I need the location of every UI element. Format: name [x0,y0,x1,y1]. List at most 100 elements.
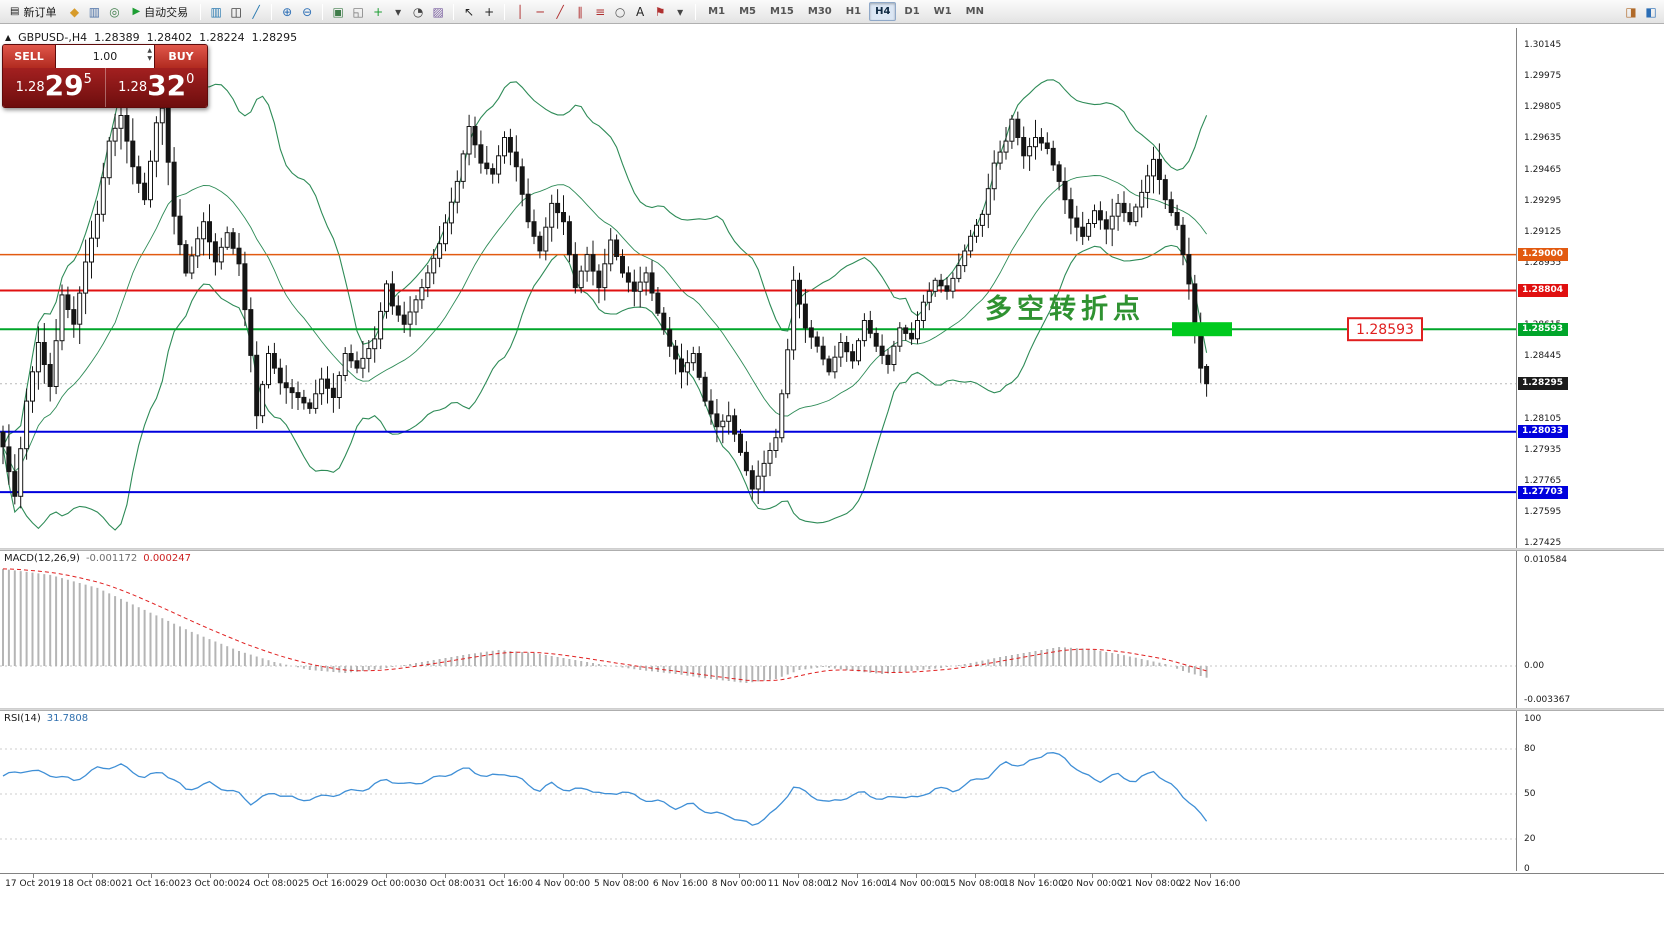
price-level-label: 1.28033 [1518,425,1568,439]
time-axis-label: 29 Oct 00:00 [356,879,416,889]
bollinger-lower-band [2,244,1208,531]
auto-scroll-icon[interactable]: ◧ [1645,4,1657,19]
rsi-axis-tick: 0 [1524,864,1530,874]
crosshair-icon[interactable]: + [484,4,495,19]
timeframe-w1-button[interactable]: W1 [933,6,952,17]
ohlc-high: 1.28402 [146,31,193,44]
data-window-icon[interactable]: ▥ [88,4,101,19]
cursor-icon[interactable]: ↖ [464,4,475,19]
rsi-panel[interactable] [0,711,1516,871]
trendline-icon[interactable]: ╱ [556,4,564,19]
indicators-icon[interactable]: + [373,4,384,19]
horizontal-line-icon[interactable]: ─ [536,4,544,19]
macd-panel[interactable] [0,551,1516,708]
time-axis-label: 31 Oct 16:00 [474,879,534,889]
symbol-info: ▲ GBPUSD-,H4 1.28389 1.28402 1.28224 1.2… [5,31,302,44]
buy-price-sup: 0 [186,72,195,87]
toolbar-separator [504,3,506,20]
time-axis-tick [209,874,211,878]
timeframe-m1-button[interactable]: M1 [708,6,726,17]
time-axis-label: 22 Nov 16:00 [1179,879,1241,889]
time-axis-label: 18 Nov 16:00 [1003,879,1064,889]
time-axis-tick [915,874,917,878]
chart-annotation[interactable]: 多空转折点 [985,293,1145,325]
toolbar-group-chart-type: ▥ ◫ ╱ [206,2,266,22]
zoom-out-icon[interactable]: ⊖ [302,4,313,19]
time-axis-tick [444,874,446,878]
macd-axis-tick: -0.003367 [1524,694,1571,705]
autotrading-play-icon: ▶ [132,6,141,17]
period-dropdown-icon[interactable]: ◔ [412,4,424,19]
price-tag[interactable]: 1.28593 [1347,317,1423,342]
navigator-icon[interactable]: ◎ [109,4,120,19]
price-axis[interactable]: 1.30145 1.29975 1.29805 1.29635 1.29465 1.292… [1516,28,1664,548]
timeframe-m15-button[interactable]: M15 [770,6,794,17]
time-axis-tick [1033,874,1035,878]
timeframe-d1-button[interactable]: D1 [904,6,920,17]
time-axis-tick [974,874,976,878]
buy-price[interactable]: 1.28 32 0 [104,68,208,107]
time-axis-tick [150,874,152,878]
chart-shift-icon[interactable]: ◨ [1625,4,1637,19]
vertical-line-icon[interactable]: │ [516,4,524,19]
price-axis-tick: 1.30145 [1524,40,1562,50]
line-chart-icon[interactable]: ╱ [252,4,260,19]
price-axis-tick: 1.27765 [1524,475,1562,486]
volume-down-icon[interactable]: ▼ [147,54,152,62]
macd-panel-divider[interactable] [0,548,1664,551]
macd-label: MACD(12,26,9) -0.001172 0.000247 [4,553,191,564]
rsi-axis-tick: 20 [1524,834,1536,844]
sell-price-prefix: 1.28 [15,80,45,95]
sell-price[interactable]: 1.28 29 5 [3,68,105,107]
macd-signal-value: 0.000247 [143,553,191,564]
price-axis-tick: 1.28445 [1524,351,1562,362]
timeframe-m30-button[interactable]: M30 [807,6,832,17]
timeframe-mn-button[interactable]: MN [965,6,984,17]
autotrading-button[interactable]: ▶ 自动交易 [125,2,195,22]
volume-input[interactable]: 1.00 ▲ ▼ [55,45,155,68]
rsi-axis: 100 80 50 20 0 [1516,711,1664,874]
arrow-label-icon[interactable]: ⚑ [654,4,666,19]
time-axis-label: 15 Nov 08:00 [944,879,1005,889]
toolbar-group-general: ◆ ▥ ◎ [64,2,124,22]
text-icon[interactable]: A [636,4,645,19]
highlight-segment[interactable] [1172,322,1232,337]
time-axis-label: 18 Oct 08:00 [62,879,122,889]
rsi-line [2,752,1208,826]
profiles-icon[interactable]: ◆ [69,4,80,19]
rsi-axis-tick: 80 [1524,744,1536,754]
toolbar-group-windows: ▣ ◱ + ▾ ◔ ▨ [328,2,448,22]
rsi-panel-divider[interactable] [0,708,1664,711]
macd-axis: 0.010584 0.00 -0.003367 [1516,551,1664,708]
macd-main-value: -0.001172 [85,553,138,564]
buy-button[interactable]: BUY [155,45,207,68]
timeframe-h4-button[interactable]: H4 [869,2,897,21]
main-chart[interactable]: 多空转折点 1.28593 [0,28,1516,548]
equidistant-channel-icon[interactable]: ∥ [577,4,584,19]
timeframe-h1-button[interactable]: H1 [845,6,862,17]
zoom-in-icon[interactable]: ⊕ [282,4,293,19]
indicators-dropdown-icon[interactable]: ▾ [395,4,402,19]
templates-icon[interactable]: ▨ [432,4,444,19]
objects-dropdown-icon[interactable]: ▾ [677,4,684,19]
shapes-icon[interactable]: ○ [614,4,626,19]
time-axis-tick [33,874,34,878]
candlestick-chart-icon[interactable]: ◫ [230,4,242,19]
bar-chart-icon[interactable]: ▥ [210,4,222,19]
candles [0,86,1210,509]
price-axis-tick: 1.29295 [1524,195,1562,206]
new-order-button[interactable]: ▤ 新订单 [3,2,63,22]
new-chart-icon[interactable]: ▣ [332,4,344,19]
time-axis[interactable]: 17 Oct 2019 18 Oct 08:00 21 Oct 16:00 23 Oc… [0,873,1664,893]
sell-price-big: 29 [44,69,84,102]
fibonacci-icon[interactable]: ≡ [595,4,606,19]
toolbar-group-right: ◨ ◧ [1621,2,1661,22]
tile-windows-icon[interactable]: ◱ [352,4,364,19]
time-axis-label: 21 Nov 08:00 [1120,879,1182,889]
volume-up-icon[interactable]: ▲ [147,47,152,54]
main-toolbar: ▤ 新订单 ◆ ▥ ◎ ▶ 自动交易 ▥ ◫ ╱ ⊕ ⊖ ▣ ◱ + ▾ ◔ ▨ ↖ + │ ─ ╱ ∥ ≡ ○… [0,0,1664,24]
time-axis-label: 17 Oct 2019 [5,879,61,889]
sell-button[interactable]: SELL [3,45,55,68]
time-axis-label: 20 Nov 00:00 [1061,879,1123,889]
timeframe-m5-button[interactable]: M5 [739,6,756,17]
